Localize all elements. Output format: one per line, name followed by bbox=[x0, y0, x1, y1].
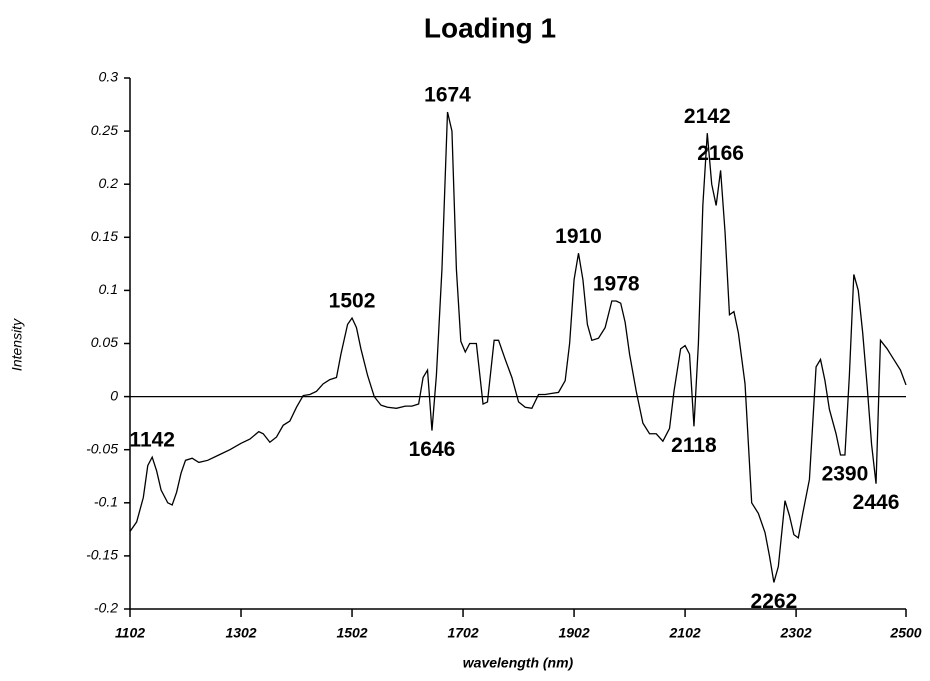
chart-title: Loading 1 bbox=[424, 12, 556, 43]
y-tick-label: 0 bbox=[110, 387, 118, 403]
y-tick-label: -0.2 bbox=[94, 600, 118, 616]
peak-label: 2166 bbox=[697, 142, 744, 165]
peak-label: 2262 bbox=[751, 590, 798, 613]
y-tick-label: 0.25 bbox=[91, 122, 118, 138]
data-line bbox=[129, 111, 907, 583]
peak-label: 2390 bbox=[822, 463, 869, 486]
x-tick-label: 1102 bbox=[115, 625, 145, 641]
x-tick-label: 2302 bbox=[780, 625, 812, 641]
x-tick-label: 1702 bbox=[447, 625, 478, 641]
peak-label: 1910 bbox=[555, 225, 602, 248]
peak-label: 1674 bbox=[424, 84, 471, 107]
peak-label: 2142 bbox=[684, 105, 731, 128]
peak-label: 1646 bbox=[409, 438, 456, 461]
y-tick-label: 0.3 bbox=[99, 69, 119, 85]
y-tick-label: -0.05 bbox=[86, 440, 118, 456]
x-tick-label: 1902 bbox=[558, 625, 589, 641]
y-axis-label: Intensity bbox=[9, 318, 25, 371]
y-tick-label: 0.2 bbox=[99, 175, 119, 191]
peak-label: 2118 bbox=[671, 434, 717, 457]
y-tick-label: 0.1 bbox=[99, 281, 118, 297]
x-axis-label: wavelength (nm) bbox=[463, 655, 574, 671]
x-tick-label: 1302 bbox=[225, 625, 256, 641]
y-tick-label: 0.15 bbox=[91, 228, 118, 244]
peak-label: 1502 bbox=[329, 290, 376, 313]
y-tick-label: 0.05 bbox=[91, 334, 118, 350]
y-tick-label: -0.1 bbox=[94, 494, 118, 510]
x-tick-label: 1502 bbox=[336, 625, 367, 641]
y-tick-label: -0.15 bbox=[86, 547, 118, 563]
peak-label: 2446 bbox=[853, 491, 900, 514]
x-tick-label: 2102 bbox=[669, 625, 701, 641]
peak-label: 1978 bbox=[593, 273, 640, 296]
x-tick-label: 2500 bbox=[889, 625, 921, 641]
peak-label: 1142 bbox=[129, 429, 175, 452]
